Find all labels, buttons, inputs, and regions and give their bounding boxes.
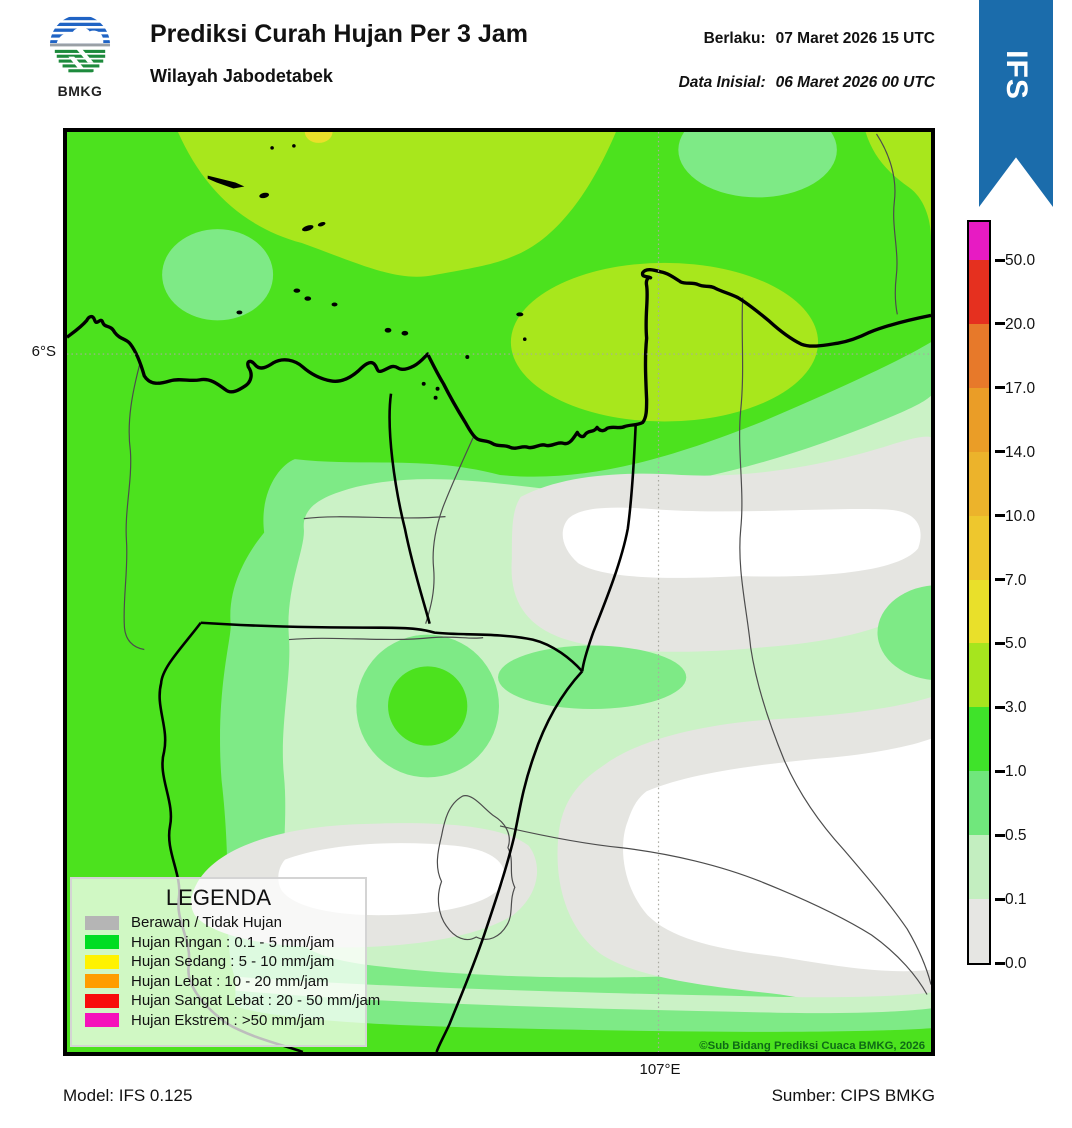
valid-time-label: Berlaku: [703, 30, 766, 47]
colorbar-segment [969, 643, 989, 708]
province-boundaries [158, 393, 638, 1052]
legend-row: Hujan Lebat : 10 - 20 mm/jam [85, 972, 365, 990]
colorbar-tick-mark [995, 769, 1005, 773]
colorbar-tick-mark [995, 705, 1005, 709]
colorbar: 50.0 20.0 17.0 14.0 10.0 7.0 5.0 3.0 1.0 0.5 0.1 0.… [967, 220, 1072, 980]
colorbar-tick-mark [995, 641, 1005, 645]
colorbar-segment [969, 323, 989, 388]
model-ribbon: IFS [979, 0, 1053, 207]
legend-row: Hujan Sangat Lebat : 20 - 50 mm/jam [85, 992, 380, 1009]
bmkg-logo-icon [49, 14, 111, 76]
page-subtitle: Wilayah Jabodetabek [150, 66, 333, 86]
islands [207, 144, 527, 400]
contour-yellow-green [177, 132, 931, 422]
page-title: Prediksi Curah Hujan Per 3 Jam [150, 20, 528, 48]
legend-label: Hujan Ekstrem : >50 mm/jam [131, 1011, 325, 1029]
colorbar-tick-label: 14.0 [1005, 443, 1036, 461]
colorbar-tick-label: 0.0 [1005, 955, 1027, 972]
legend-label: Hujan Ringan : 0.1 - 5 mm/jam [131, 933, 335, 951]
bmkg-logo: BMKG [46, 14, 114, 99]
contour-bullseye [356, 634, 499, 778]
init-time-value: 06 Maret 2026 00 UTC [775, 74, 935, 91]
colorbar-tick-label: 5.0 [1005, 635, 1027, 653]
colorbar-segment [969, 579, 989, 644]
legend-swatch [85, 993, 119, 1008]
legend-box: LEGENDA Berawan / Tidak Hujan Hujan Ringa… [70, 877, 380, 1047]
valid-time-value: 07 Maret 2026 15 UTC [775, 30, 935, 47]
colorbar-segment [969, 260, 989, 324]
colorbar-tick-mark [995, 578, 1005, 582]
colorbar-tick-label: 3.0 [1005, 699, 1027, 717]
rainfall-map-canvas: ©Sub Bidang Prediksi Cuaca BMKG, 2026 [67, 132, 931, 1052]
colorbar-tick-label: 7.0 [1005, 571, 1027, 589]
source-label: Sumber: CIPS BMKG [771, 1086, 935, 1105]
legend-row: Hujan Ringan : 0.1 - 5 mm/jam [85, 933, 365, 951]
legend-label: Hujan Sedang : 5 - 10 mm/jam [131, 953, 335, 970]
legend-label: Berawan / Tidak Hujan [131, 914, 282, 931]
colorbar-tick-mark [995, 386, 1005, 390]
model-label: Model: IFS 0.125 [63, 1086, 193, 1105]
bmkg-logo-text: BMKG [57, 83, 103, 99]
colorbar-bar [967, 220, 991, 965]
colorbar-tick-mark [995, 961, 1005, 965]
contour-light-green-sea [162, 132, 837, 321]
legend-row: Hujan Sedang : 5 - 10 mm/jam [85, 953, 365, 970]
legend-row: Hujan Ekstrem : >50 mm/jam [85, 1011, 365, 1029]
coastline [67, 267, 931, 450]
legend-items: Berawan / Tidak Hujan Hujan Ringan : 0.1 … [72, 914, 380, 1029]
colorbar-segment [969, 387, 989, 452]
colorbar-tick-label: 10.0 [1005, 507, 1036, 525]
colorbar-tick-mark [995, 514, 1005, 518]
colorbar-tick-mark [995, 450, 1005, 454]
init-time: Data Inisial: 06 Maret 2026 00 UTC [679, 74, 935, 92]
colorbar-segment [969, 899, 989, 963]
colorbar-tick-mark [995, 258, 1005, 262]
legend-swatch [85, 935, 119, 949]
contour-corridor [235, 585, 931, 1032]
colorbar-segment [969, 835, 989, 900]
colorbar-tick-label: 0.5 [1005, 827, 1027, 845]
colorbar-tick-label: 17.0 [1005, 379, 1036, 397]
colorbar-segment [969, 707, 989, 772]
copyright-text: ©Sub Bidang Prediksi Cuaca BMKG, 2026 [699, 1040, 925, 1052]
model-ribbon-label: IFS [1000, 50, 1033, 100]
legend-swatch [85, 954, 119, 969]
colorbar-tick-label: 0.1 [1005, 891, 1027, 909]
contour-yellow-cap [304, 132, 333, 143]
rainfall-map: ©Sub Bidang Prediksi Cuaca BMKG, 2026 [63, 128, 935, 1056]
legend-swatch [85, 915, 119, 930]
legend-label: Hujan Lebat : 10 - 20 mm/jam [131, 972, 329, 990]
longitude-label: 107°E [639, 1061, 681, 1078]
colorbar-segment [969, 771, 989, 836]
legend-swatch [85, 974, 119, 988]
legend-swatch [85, 1013, 119, 1027]
legend-row: Berawan / Tidak Hujan [85, 914, 365, 931]
colorbar-tick-label: 1.0 [1005, 763, 1027, 781]
latitude-label: 6°S [31, 343, 56, 360]
legend-label: Hujan Sangat Lebat : 20 - 50 mm/jam [131, 992, 381, 1009]
colorbar-tick-mark [995, 897, 1005, 901]
colorbar-tick-mark [995, 833, 1005, 837]
contour-cloudy-zones [191, 436, 931, 1008]
colorbar-tick-mark [995, 322, 1005, 326]
colorbar-segment [969, 515, 989, 580]
colorbar-tick-label: 50.0 [1005, 252, 1036, 269]
init-time-label: Data Inisial: [678, 74, 766, 91]
colorbar-tick-label: 20.0 [1005, 315, 1036, 333]
valid-time: Berlaku: 07 Maret 2026 15 UTC [704, 30, 935, 48]
admin-boundaries [123, 133, 931, 995]
legend-title: LEGENDA [165, 885, 272, 910]
graticule [67, 132, 931, 1052]
colorbar-segment [969, 451, 989, 516]
colorbar-segment [969, 222, 989, 260]
